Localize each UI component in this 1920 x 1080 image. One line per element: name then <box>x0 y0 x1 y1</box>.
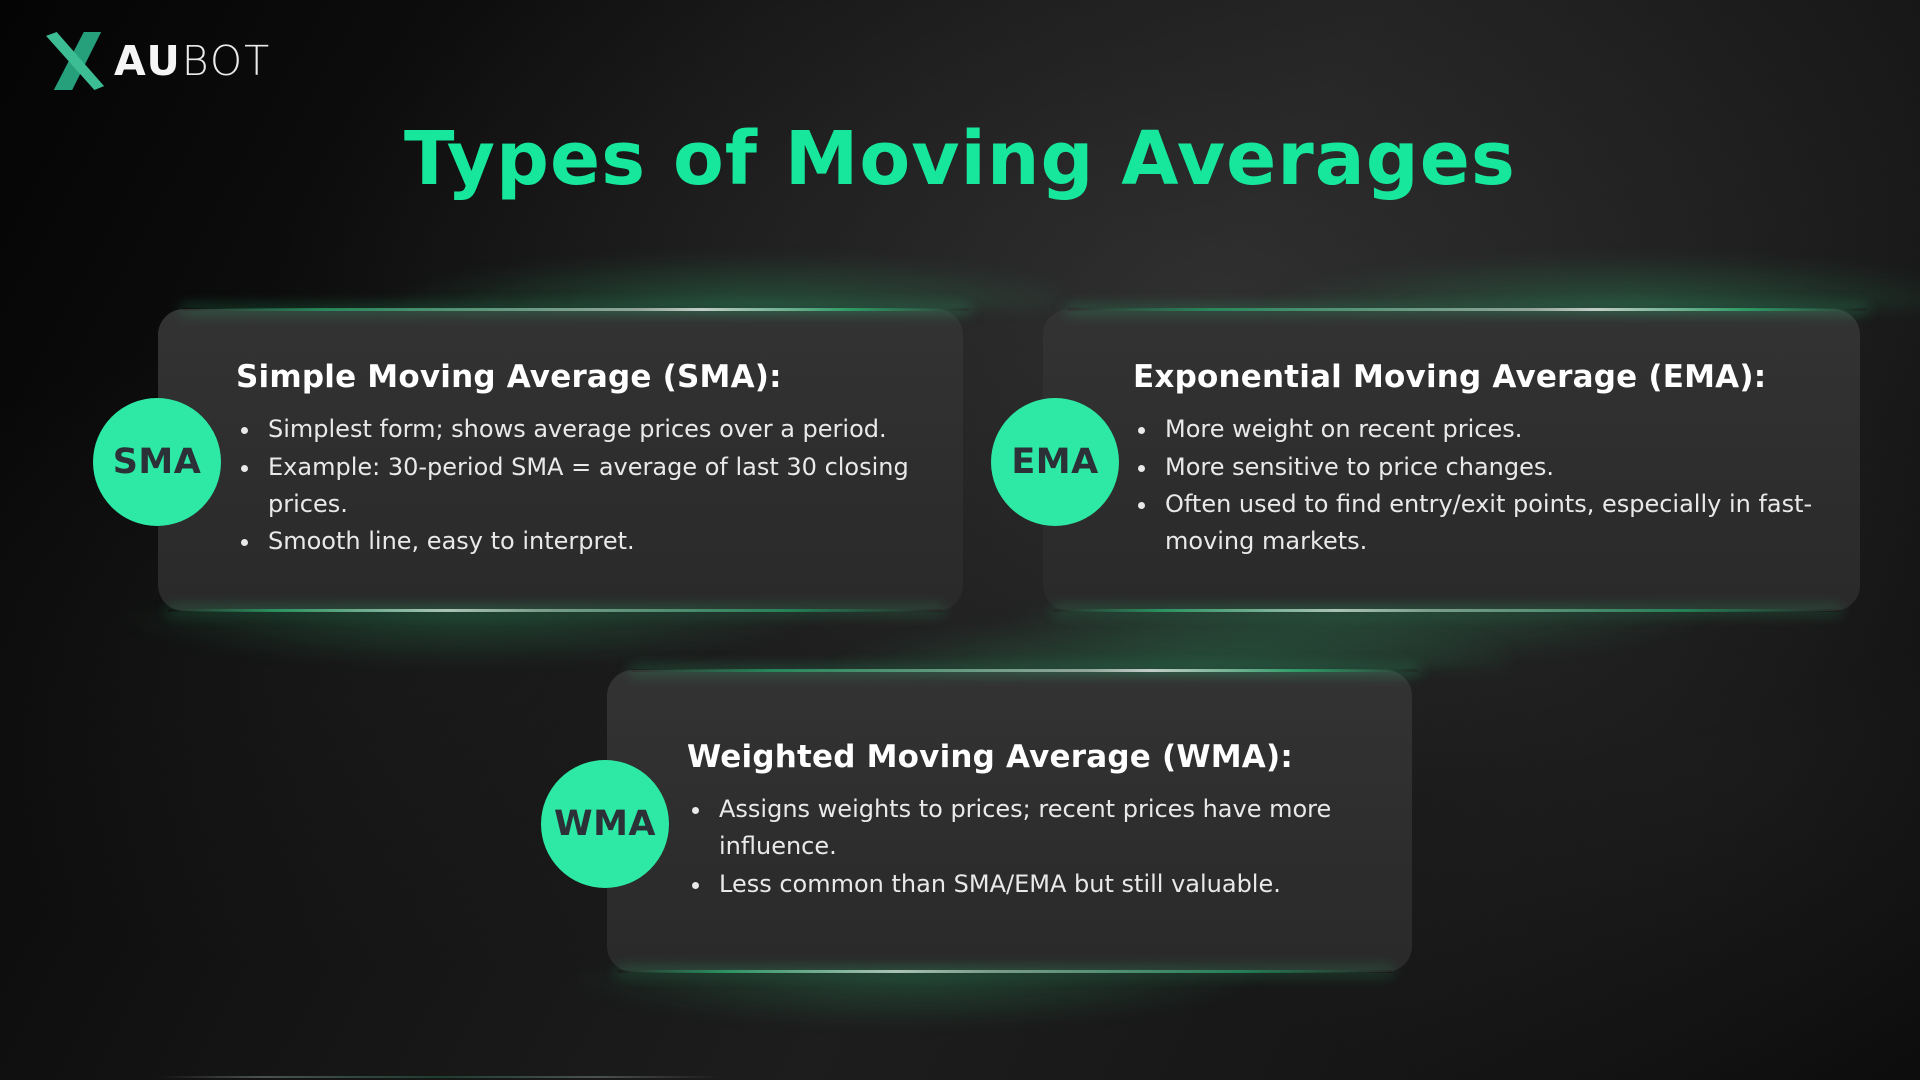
card-ema-glow-edge-top <box>1067 308 1866 311</box>
card-sma-glow-bloom-top <box>222 231 1060 309</box>
badge-sma: SMA <box>93 398 221 526</box>
card-ema-bullet-list: More weight on recent prices.More sensit… <box>1133 411 1816 561</box>
xaubot-logo-text: AUBOT <box>114 40 271 82</box>
bullet-item: Often used to find entry/exit points, es… <box>1159 486 1816 561</box>
bullet-item: Simplest form; shows average prices over… <box>262 411 923 448</box>
card-ema: Exponential Moving Average (EMA): More w… <box>1010 231 1920 689</box>
card-sma-title: Simple Moving Average (SMA): <box>236 359 782 396</box>
bullet-item: Less common than SMA/EMA but still valua… <box>713 866 1372 903</box>
bullet-item: Assigns weights to prices; recent prices… <box>713 791 1372 866</box>
badge-ema: EMA <box>991 398 1119 526</box>
card-ema-title: Exponential Moving Average (EMA): <box>1133 359 1767 396</box>
bullet-item: Smooth line, easy to interpret. <box>262 523 923 560</box>
bullet-item: Example: 30-period SMA = average of last… <box>262 449 923 524</box>
bullet-item: More weight on recent prices. <box>1159 411 1816 448</box>
card-sma-glow-edge-bottom <box>168 609 943 612</box>
card-sma: Simple Moving Average (SMA): Simplest fo… <box>125 231 1060 689</box>
xaubot-x-icon <box>46 32 105 90</box>
card-wma: Weighted Moving Average (WMA): Assigns w… <box>574 592 1509 1050</box>
card-sma-bullet-list: Simplest form; shows average prices over… <box>236 411 923 561</box>
bullet-item: More sensitive to price changes. <box>1159 449 1816 486</box>
xaubot-logo: AUBOT <box>46 32 271 90</box>
logo-text-bold: AU <box>114 36 182 85</box>
card-wma-glow-edge-top <box>631 669 1418 672</box>
card-ema-glow-edge-bottom <box>1053 609 1840 612</box>
card-wma-bullet-list: Assigns weights to prices; recent prices… <box>687 791 1372 903</box>
card-sma-glow-edge-top <box>182 308 969 311</box>
logo-text-light: BOT <box>181 36 272 85</box>
card-wma-title: Weighted Moving Average (WMA): <box>687 738 1293 775</box>
card-ema-glow-bloom-top <box>1108 231 1920 309</box>
badge-wma: WMA <box>541 760 669 888</box>
card-wma-glow-bloom-bottom <box>574 972 1380 1050</box>
page-title: Types of Moving Averages <box>404 116 1516 202</box>
bottom-accent-line <box>160 1076 720 1078</box>
card-wma-glow-edge-bottom <box>617 970 1392 973</box>
